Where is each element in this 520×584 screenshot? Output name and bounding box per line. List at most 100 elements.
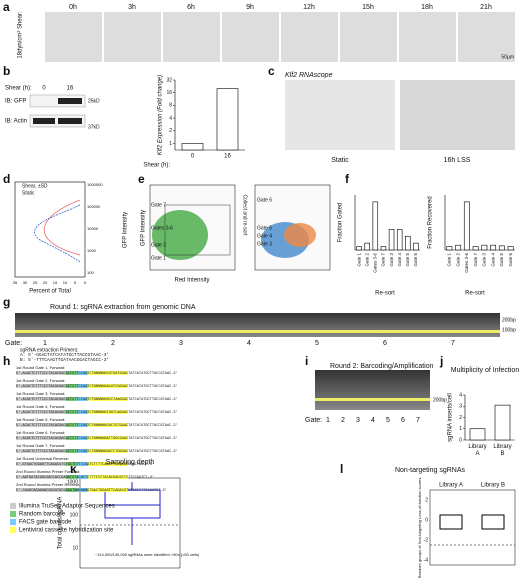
- text: 16: [67, 86, 74, 92]
- text: 2: [111, 340, 115, 347]
- y-tick-label: 4: [459, 392, 462, 398]
- highlight: [78, 397, 88, 401]
- text: GFP Intensity: [141, 210, 147, 246]
- highlight: [88, 488, 128, 492]
- highlight: [88, 475, 128, 479]
- highlight: [78, 371, 88, 375]
- x-tick-label: Gate 7: [381, 253, 386, 267]
- highlight: [88, 449, 128, 453]
- text: 100000: [87, 204, 101, 209]
- bar: [364, 242, 370, 251]
- text: 10000: [87, 226, 99, 231]
- image: [399, 12, 456, 62]
- text: Red Intensity: [174, 278, 209, 284]
- image: [458, 12, 515, 62]
- highlight: [66, 371, 78, 375]
- text: 2nd Round Illumina Primer Reverse:: [16, 482, 80, 487]
- box: [439, 514, 463, 530]
- panel-label: d: [3, 172, 10, 186]
- image: [281, 12, 338, 62]
- highlight: [66, 449, 78, 453]
- text: 1st Round Gate 3, Forward:: [16, 391, 65, 396]
- text: Library A: [439, 483, 463, 489]
- static-curve: [43, 199, 81, 256]
- bar: [413, 242, 419, 251]
- image: [400, 80, 515, 150]
- bar: [481, 244, 488, 251]
- y-tick-label: 2: [169, 128, 172, 134]
- bar: [446, 246, 453, 251]
- bar: [469, 428, 486, 441]
- text: Gate 1: [151, 255, 166, 261]
- key-entry: Lentiviral cassette hybridization site: [19, 528, 114, 534]
- key-swatch: [10, 519, 16, 525]
- text: 0: [425, 517, 428, 523]
- text: Sampling depth: [106, 459, 155, 466]
- text: Klf2 RNAscope: [285, 72, 333, 79]
- bar: [405, 235, 411, 251]
- chart-title: Multiplicity of Infection: [451, 367, 520, 374]
- text: Gate:: [305, 417, 322, 424]
- shear-curve: [34, 204, 81, 263]
- text: 25kD: [88, 98, 100, 104]
- highlight: [78, 475, 88, 479]
- highlight: [88, 423, 128, 427]
- band: [58, 118, 82, 124]
- text: Random groups of Non-targeting Loss-of-f…: [417, 478, 422, 579]
- text: 7: [451, 340, 455, 347]
- text: Gate 2: [151, 242, 166, 248]
- x-tick-label: Gate 2: [364, 253, 369, 267]
- text: 6: [383, 340, 387, 347]
- gel: [315, 370, 430, 410]
- text: 1st Round Gate 5, Forward:: [16, 417, 65, 422]
- y-tick-label: 3: [459, 404, 462, 410]
- highlight: [78, 423, 88, 427]
- y-label: Fraction Gated: [338, 203, 344, 243]
- gate: [164, 204, 231, 256]
- highlight: [16, 384, 66, 388]
- plot-frame: [429, 489, 516, 566]
- x-tick-label: Gates 3-6: [464, 253, 469, 273]
- x-tick-label: Gate 1: [356, 253, 361, 267]
- highlight: [16, 475, 66, 479]
- highlight: [16, 462, 66, 466]
- highlight: [88, 371, 128, 375]
- x-tick-label: Gate 5: [499, 253, 504, 267]
- text: 100: [70, 512, 79, 518]
- highlight: [78, 384, 88, 388]
- text: 3: [179, 340, 183, 347]
- x-tick-label: Gates 3-6: [373, 253, 378, 273]
- sequence: 5'-GTGACTGGAGTTCAGACGTGTGCTCTTCCGATCTTTT…: [16, 462, 154, 467]
- bar: [396, 229, 403, 251]
- text: -4: [424, 557, 429, 563]
- scale-bar: 50µm: [501, 54, 514, 60]
- text: ~114,000/130,000 sgRNAs were identified …: [95, 552, 200, 557]
- text: 16h LSS: [444, 157, 471, 164]
- plot-frame: [14, 181, 86, 278]
- x-tick-label: Gate 2: [455, 253, 460, 267]
- plot-frame: [79, 477, 181, 569]
- text: Percent of Total: [29, 289, 71, 295]
- highlight: [78, 462, 88, 466]
- x-tick-label: 16: [224, 154, 231, 160]
- bar: [490, 244, 497, 251]
- highlight: [88, 462, 128, 466]
- text: 100: [87, 270, 94, 275]
- gel: [15, 313, 500, 337]
- key-entry: Random barcode: [19, 512, 66, 518]
- text: Gates 3-6: [151, 225, 173, 231]
- x-tick-label: Gate 4: [490, 253, 495, 267]
- x-tick-label: Gate 3: [482, 253, 487, 267]
- text: Non-targeting sgRNAs: [395, 467, 466, 474]
- highlight: [66, 436, 78, 440]
- text: 5: [386, 417, 390, 424]
- text: Re-sort: [375, 291, 395, 297]
- bar: [472, 246, 479, 251]
- box: [481, 514, 505, 530]
- x-tick-label: Gate 4: [397, 253, 402, 267]
- text: 15: [53, 280, 58, 285]
- bar: [216, 88, 239, 151]
- y-tick-label: 8: [169, 103, 172, 109]
- bar: [372, 201, 379, 251]
